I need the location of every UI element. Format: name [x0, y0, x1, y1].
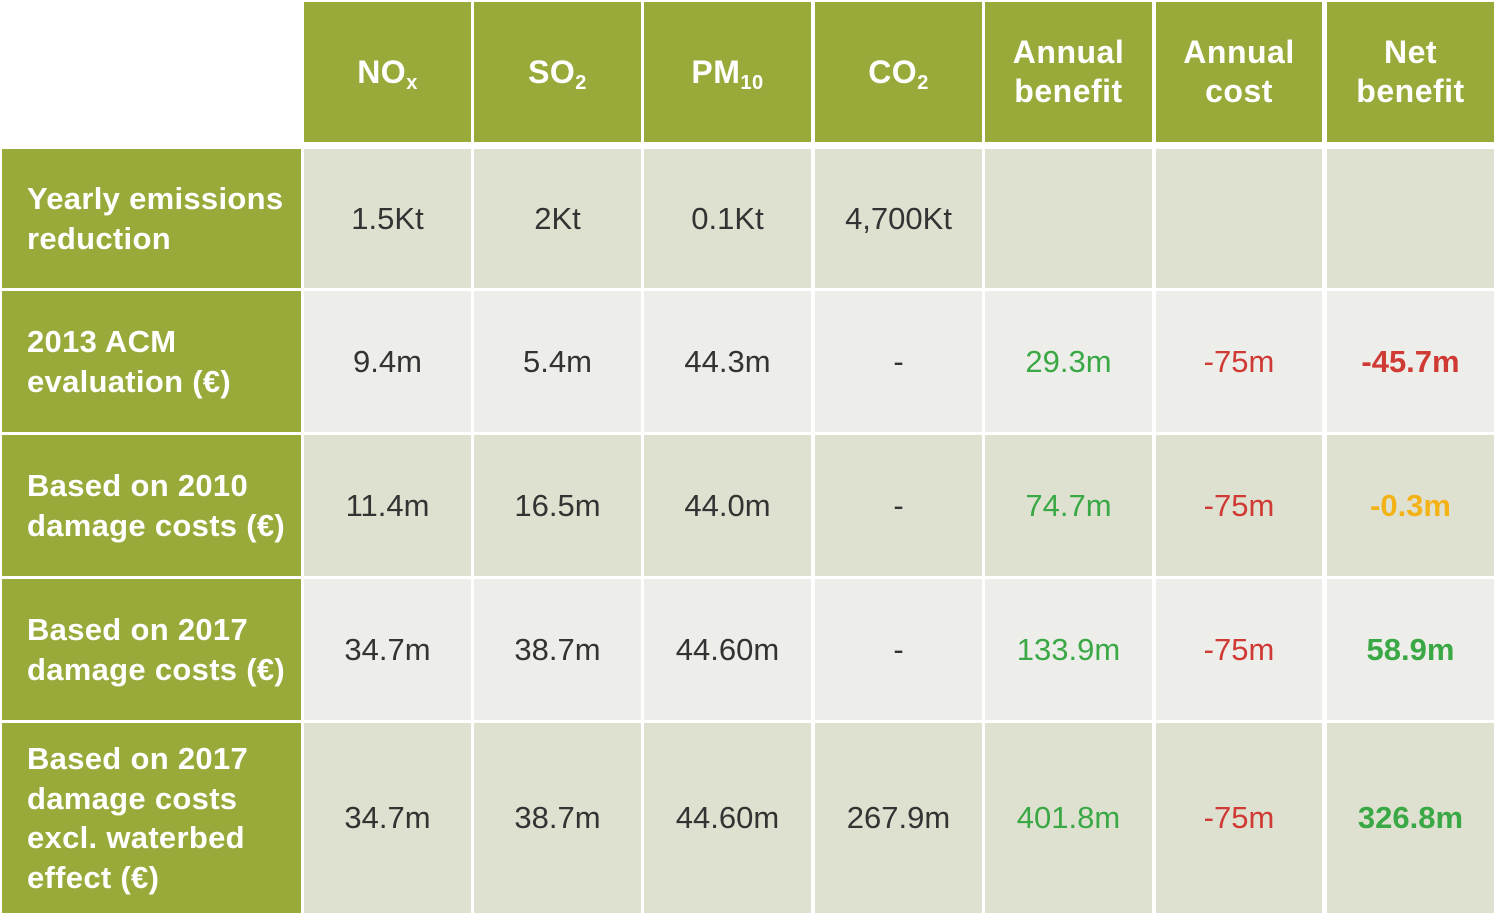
table-cell: -	[815, 579, 982, 720]
table-cell: 326.8m	[1327, 723, 1494, 913]
header-text: Annual cost	[1183, 34, 1295, 109]
table-cell: 267.9m	[815, 723, 982, 913]
table-cell: -0.3m	[1327, 435, 1494, 576]
table-cell: 38.7m	[474, 723, 641, 913]
table-cell: 44.3m	[644, 291, 811, 432]
column-header-co2: CO2	[815, 2, 982, 142]
table-cell: -45.7m	[1327, 291, 1494, 432]
table-cell: 0.1Kt	[644, 149, 811, 288]
column-header-net-benefit: Net benefit	[1327, 2, 1494, 142]
row-label-yearly-emissions: Yearly emissions reduction	[2, 149, 301, 288]
table-cell: 133.9m	[985, 579, 1152, 720]
column-header-pm10: PM10	[644, 2, 811, 142]
table-cell: -	[815, 435, 982, 576]
row-label-2017-excl-waterbed: Based on 2017 damage costs excl. waterbe…	[2, 723, 301, 913]
column-header-annual-benefit: Annual benefit	[985, 2, 1152, 142]
header-text: CO2	[868, 53, 929, 94]
row-label-2010-damage-costs: Based on 2010 damage costs (€)	[2, 435, 301, 576]
table-cell: -	[815, 291, 982, 432]
table-cell: 29.3m	[985, 291, 1152, 432]
header-text: Annual benefit	[1012, 34, 1125, 109]
table-cell: 34.7m	[304, 579, 471, 720]
table-cell	[1327, 149, 1494, 288]
table-cell: 38.7m	[474, 579, 641, 720]
header-text: SO2	[528, 53, 587, 94]
header-text: Net benefit	[1356, 34, 1465, 109]
table-cell: -75m	[1156, 579, 1322, 720]
table-cell: 44.60m	[644, 579, 811, 720]
table-cell: 44.0m	[644, 435, 811, 576]
table-cell: 74.7m	[985, 435, 1152, 576]
table-cell: -75m	[1156, 435, 1322, 576]
header-text: NOx	[357, 53, 418, 94]
table-cell	[1156, 149, 1322, 288]
table-cell: 4,700Kt	[815, 149, 982, 288]
header-text: PM10	[691, 53, 764, 94]
table-cell: -75m	[1156, 723, 1322, 913]
row-label-2013-acm: 2013 ACM evaluation (€)	[2, 291, 301, 432]
table-cell: 9.4m	[304, 291, 471, 432]
table-cell: 2Kt	[474, 149, 641, 288]
table-cell: 44.60m	[644, 723, 811, 913]
column-header-nox: NOx	[304, 2, 471, 142]
table-cell: 16.5m	[474, 435, 641, 576]
table-cell: 58.9m	[1327, 579, 1494, 720]
table-cell: -75m	[1156, 291, 1322, 432]
table-cell	[985, 149, 1152, 288]
table-cell: 401.8m	[985, 723, 1152, 913]
table-cell: 5.4m	[474, 291, 641, 432]
column-header-so2: SO2	[474, 2, 641, 142]
column-header-annual-cost: Annual cost	[1156, 2, 1322, 142]
table-cell: 1.5Kt	[304, 149, 471, 288]
row-label-2017-damage-costs: Based on 2017 damage costs (€)	[2, 579, 301, 720]
table-cell: 34.7m	[304, 723, 471, 913]
table-cell: 11.4m	[304, 435, 471, 576]
